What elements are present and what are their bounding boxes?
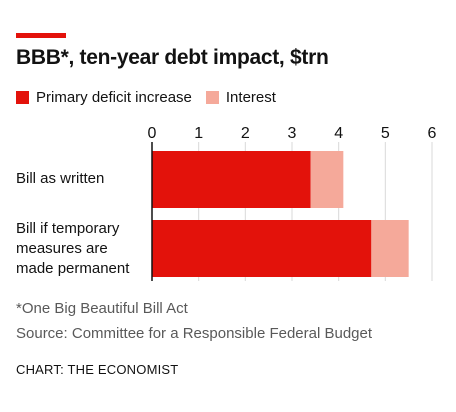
legend-item-interest: Interest [205, 88, 276, 106]
bar-segment-primary-deficit [152, 151, 311, 208]
bar-segment-primary-deficit [152, 220, 372, 277]
bar-segment-interest [310, 151, 344, 208]
category-label-line: made permanent [16, 260, 130, 277]
category-label-permanent: Bill if temporary measures are made perm… [16, 219, 146, 279]
x-tick-label: 4 [334, 125, 343, 142]
x-tick-label: 2 [241, 125, 250, 142]
legend-item-primary-deficit: Primary deficit increase [16, 89, 192, 106]
x-tick-label: 6 [428, 125, 437, 142]
brand-accent-rule [16, 33, 66, 38]
legend-swatch-interest [205, 90, 219, 104]
x-tick-label: 3 [288, 125, 297, 142]
legend-label-primary-deficit: Primary deficit increase [36, 88, 192, 106]
x-tick-label: 1 [194, 125, 203, 142]
chart-credit: CHART: THE ECONOMIST [16, 362, 179, 377]
x-tick-label: 5 [381, 125, 390, 142]
category-label-as-written: Bill as written [16, 169, 146, 189]
category-label-line: measures are [16, 240, 108, 257]
legend-label-interest: Interest [225, 88, 276, 106]
category-label-line: Bill if temporary [16, 220, 120, 237]
footnote-source: Source: Committee for a Responsible Fede… [16, 325, 373, 342]
chart-title: BBB*, ten-year debt impact, $trn [16, 46, 329, 69]
x-tick-label: 0 [148, 125, 157, 142]
category-label-line: Bill as written [16, 170, 105, 187]
footnote-bill-name: *One Big Beautiful Bill Act [16, 300, 188, 317]
bar-segment-interest [371, 220, 409, 277]
legend-swatch-primary-deficit [16, 90, 29, 104]
bar-chart: 0 1 2 3 4 5 6 [148, 125, 437, 281]
legend: Primary deficit increase Interest [16, 88, 290, 106]
